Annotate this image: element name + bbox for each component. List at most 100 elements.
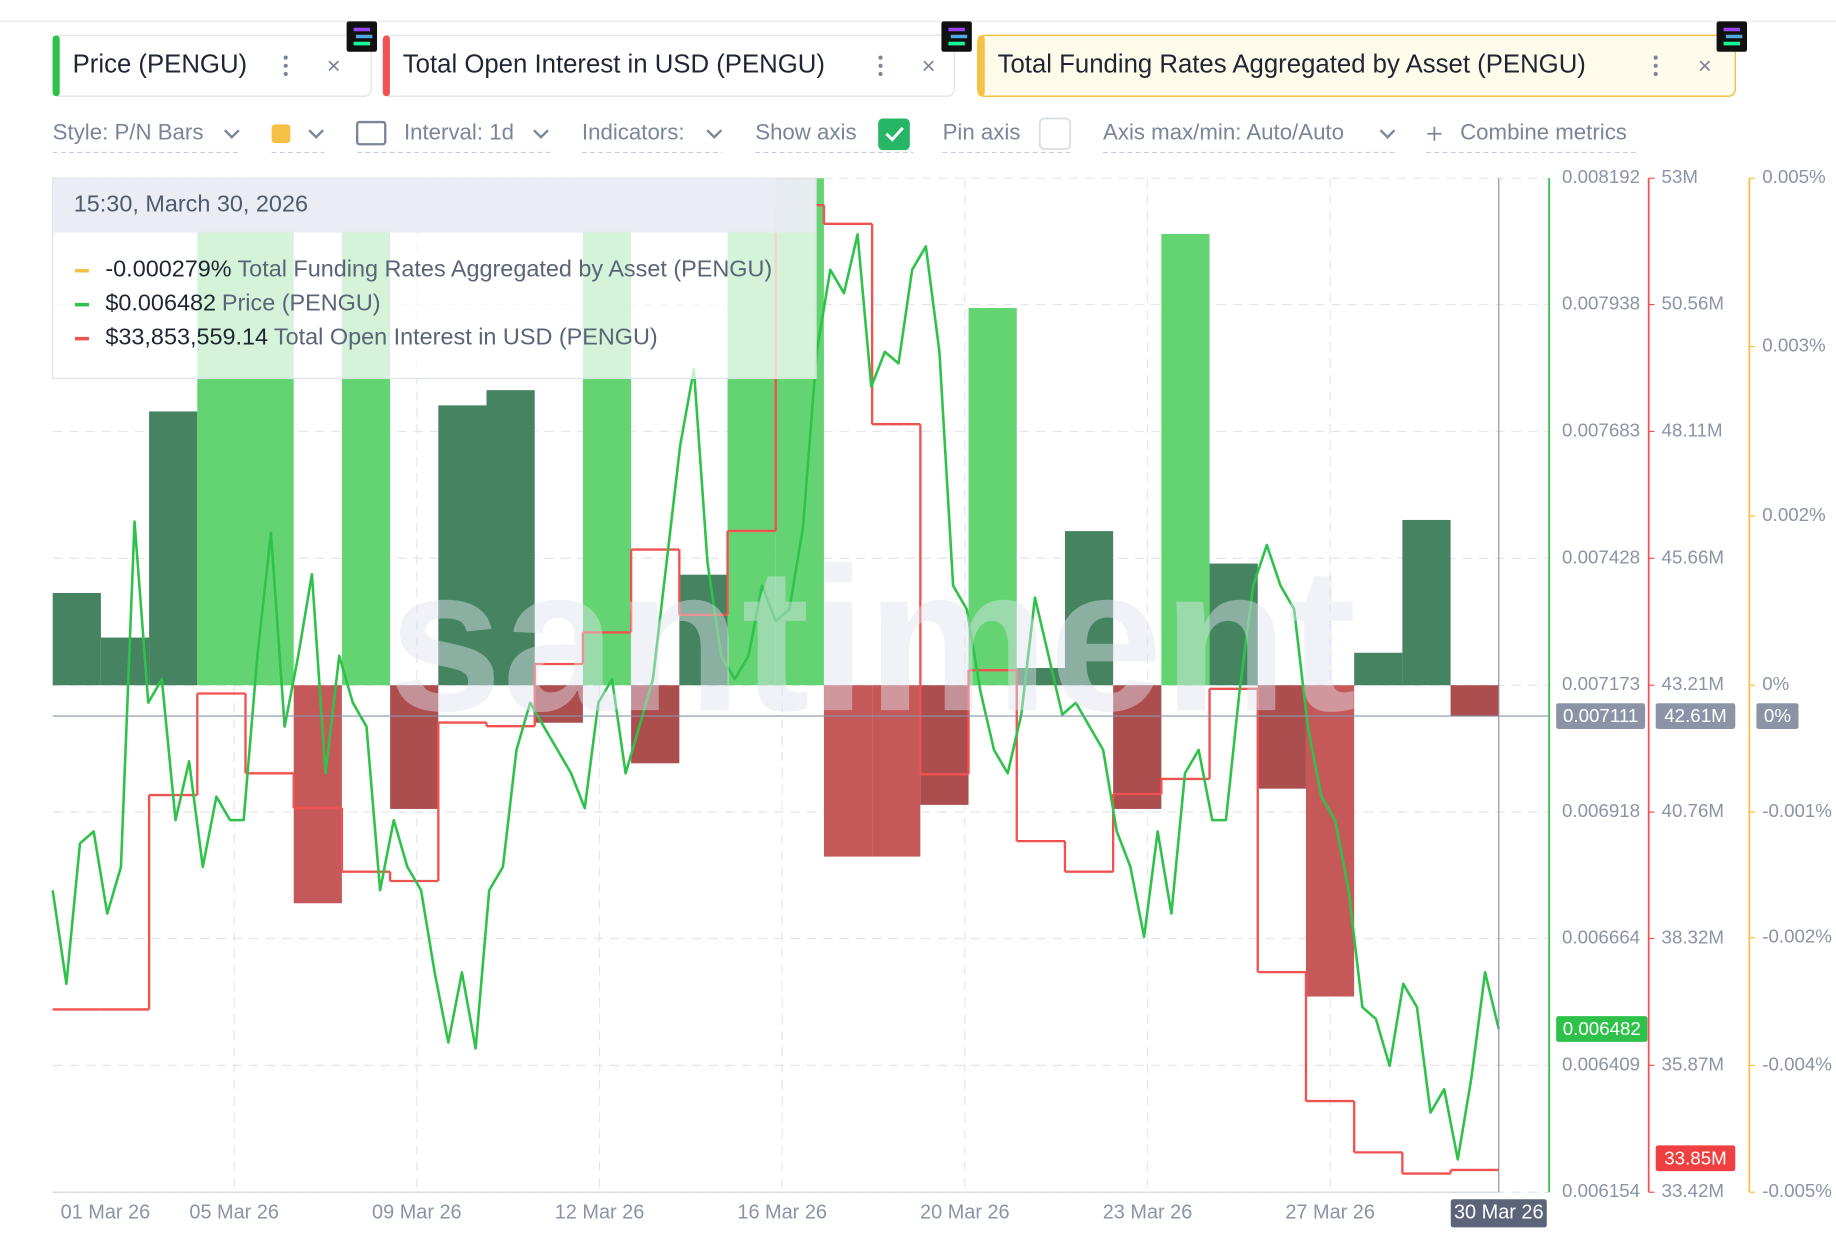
x-label-highlight xyxy=(1450,1199,1547,1228)
funding-bar xyxy=(1402,519,1451,686)
menu-dot xyxy=(283,63,288,68)
tooltip-row: $33,853,559.14 Total Open Interest in USD… xyxy=(105,324,657,350)
plus-icon xyxy=(1427,126,1442,141)
funding-axis-label: -0.001% xyxy=(1762,800,1832,821)
funding-bar xyxy=(823,685,873,857)
tab-color-bar xyxy=(52,35,60,97)
funding-axis-label: 0% xyxy=(1762,673,1789,694)
funding-bar xyxy=(1354,652,1403,686)
x-tick-label: 20 Mar 26 xyxy=(920,1202,1010,1224)
watermark: santiment xyxy=(388,526,1356,754)
toolbar: Style: P/N Bars Interval: 1d Indicators:… xyxy=(53,117,1637,154)
last-price-label-box xyxy=(1556,1016,1648,1042)
pin-axis-checkbox[interactable] xyxy=(1038,117,1072,150)
close-icon[interactable] xyxy=(923,60,934,72)
funding-bar xyxy=(1064,531,1114,686)
close-icon[interactable] xyxy=(1699,60,1711,72)
funding-axis-label: 0.002% xyxy=(1762,504,1826,525)
combine-metrics[interactable]: Combine metrics xyxy=(1460,120,1627,145)
axis-range-select[interactable]: Axis max/min: Auto/Auto xyxy=(1103,120,1344,145)
menu-dot xyxy=(1653,55,1658,60)
x-tick-label: 05 Mar 26 xyxy=(189,1202,279,1224)
menu-dot xyxy=(878,63,883,68)
price-axis-label: 0.007428 xyxy=(1562,546,1640,567)
close-icon[interactable] xyxy=(328,60,339,72)
check-icon xyxy=(885,126,904,142)
tab-label: Price (PENGU) xyxy=(73,51,248,79)
chevron xyxy=(706,129,723,139)
funding-bar xyxy=(1209,563,1258,686)
price-axis-label: 0.007938 xyxy=(1562,293,1640,314)
chevron xyxy=(308,129,325,139)
crosshair-oi-label: 42.61M xyxy=(1664,705,1726,726)
show-axis-label: Show axis xyxy=(755,120,856,145)
oi-axis-label: 53M xyxy=(1662,166,1698,187)
price-axis-label: 0.008192 xyxy=(1562,166,1640,187)
funding-bar xyxy=(149,411,198,686)
menu-dot xyxy=(283,71,288,77)
funding-axis-label: -0.002% xyxy=(1762,926,1832,947)
tab-color-bar xyxy=(977,35,985,97)
x-tick-label: 16 Mar 26 xyxy=(737,1202,827,1224)
price-axis-label: 0.006664 xyxy=(1562,926,1640,947)
menu-dot xyxy=(1653,71,1658,77)
indicators-select[interactable]: Indicators: xyxy=(582,120,685,145)
funding-bar xyxy=(920,685,969,805)
metric-tab[interactable]: Total Open Interest in USD (PENGU) xyxy=(382,21,972,97)
funding-bar xyxy=(52,592,101,686)
crosshair-funding-label-box xyxy=(1756,703,1799,729)
crosshair-funding-label: 0% xyxy=(1764,705,1791,726)
funding-axis-label: 0.003% xyxy=(1762,335,1826,356)
price-line xyxy=(51,233,1501,1161)
oi-axis-label: 45.66M xyxy=(1662,546,1724,567)
oi-axis-label: 33.42M xyxy=(1662,1180,1724,1201)
oi-axis-label: 35.87M xyxy=(1662,1053,1724,1074)
price-axis-label: 0.006154 xyxy=(1562,1180,1640,1201)
funding-bar xyxy=(1450,685,1499,716)
color-picker[interactable] xyxy=(271,124,291,144)
tooltip-value: $33,853,559.14 xyxy=(105,324,268,350)
price-axis-label: 0.007683 xyxy=(1562,419,1640,440)
metric-tab[interactable]: Total Funding Rates Aggregated by Asset … xyxy=(977,21,1748,97)
interval-select[interactable]: Interval: 1d xyxy=(404,120,514,145)
tooltip-metric: Price (PENGU) xyxy=(222,290,381,316)
funding-bar xyxy=(968,308,1017,686)
x-tick-label: 23 Mar 26 xyxy=(1103,1202,1193,1224)
metric-tab[interactable]: Price (PENGU) xyxy=(51,21,378,97)
funding-bar xyxy=(1161,233,1210,686)
tooltip-row: $0.006482 Price (PENGU) xyxy=(105,290,380,316)
tab-label: Total Funding Rates Aggregated by Asset … xyxy=(998,51,1586,79)
funding-bar xyxy=(1305,685,1355,997)
tooltip-metric: Total Funding Rates Aggregated by Asset … xyxy=(237,256,772,282)
style-select[interactable]: Style: P/N Bars xyxy=(53,120,204,145)
tooltip-value: -0.000279% xyxy=(105,256,231,282)
funding-bar xyxy=(1113,685,1162,809)
x-tick-label: 12 Mar 26 xyxy=(555,1202,645,1224)
menu-dot xyxy=(283,55,288,60)
last-oi-label: 33.85M xyxy=(1664,1147,1726,1168)
chevron xyxy=(533,129,549,139)
oi-axis-label: 50.56M xyxy=(1662,293,1724,314)
tooltip-title: 15:30, March 30, 2026 xyxy=(74,190,308,216)
crosshair-price-label: 0.007111 xyxy=(1563,705,1638,726)
x-tick-label: 01 Mar 26 xyxy=(61,1202,151,1224)
oi-axis-label: 38.32M xyxy=(1662,926,1724,947)
tab-label: Total Open Interest in USD (PENGU) xyxy=(403,51,825,79)
funding-axis-label: -0.005% xyxy=(1762,1180,1832,1201)
tooltip: 15:30, March 30, 2026 -0.000279% Total Fun… xyxy=(52,177,817,380)
tooltip-value: $0.006482 xyxy=(105,290,216,316)
x-tick-label: 27 Mar 26 xyxy=(1285,1202,1375,1224)
funding-bar xyxy=(438,405,487,686)
chevron xyxy=(223,129,240,139)
crosshair-price-label-box xyxy=(1556,703,1646,729)
pin-axis-label: Pin axis xyxy=(943,120,1021,145)
funding-axis-label: 0.005% xyxy=(1762,166,1826,187)
last-oi-label-box xyxy=(1655,1145,1736,1172)
last-price-label: 0.006482 xyxy=(1563,1018,1641,1039)
show-axis-checkbox[interactable] xyxy=(878,118,910,151)
funding-bar xyxy=(872,685,921,857)
tooltip-header xyxy=(53,178,816,233)
tooltip-metric: Total Open Interest in USD (PENGU) xyxy=(274,324,658,350)
